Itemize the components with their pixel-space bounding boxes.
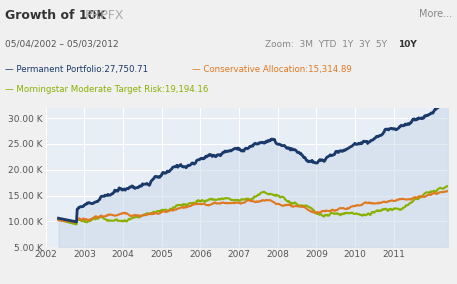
Text: — Permanent Portfolio:27,750.71: — Permanent Portfolio:27,750.71 <box>5 65 148 74</box>
Text: Zoom:  3M  YTD  1Y  3Y  5Y: Zoom: 3M YTD 1Y 3Y 5Y <box>265 40 393 49</box>
Text: — Morningstar Moderate Target Risk:19,194.16: — Morningstar Moderate Target Risk:19,19… <box>5 85 208 94</box>
Text: PRPFX: PRPFX <box>85 9 124 22</box>
Text: 05/04/2002 – 05/03/2012: 05/04/2002 – 05/03/2012 <box>5 40 118 49</box>
Text: More...: More... <box>420 9 452 18</box>
Text: Growth of 10K: Growth of 10K <box>5 9 106 22</box>
Text: 10Y: 10Y <box>398 40 416 49</box>
Text: — Conservative Allocation:15,314.89: — Conservative Allocation:15,314.89 <box>192 65 352 74</box>
